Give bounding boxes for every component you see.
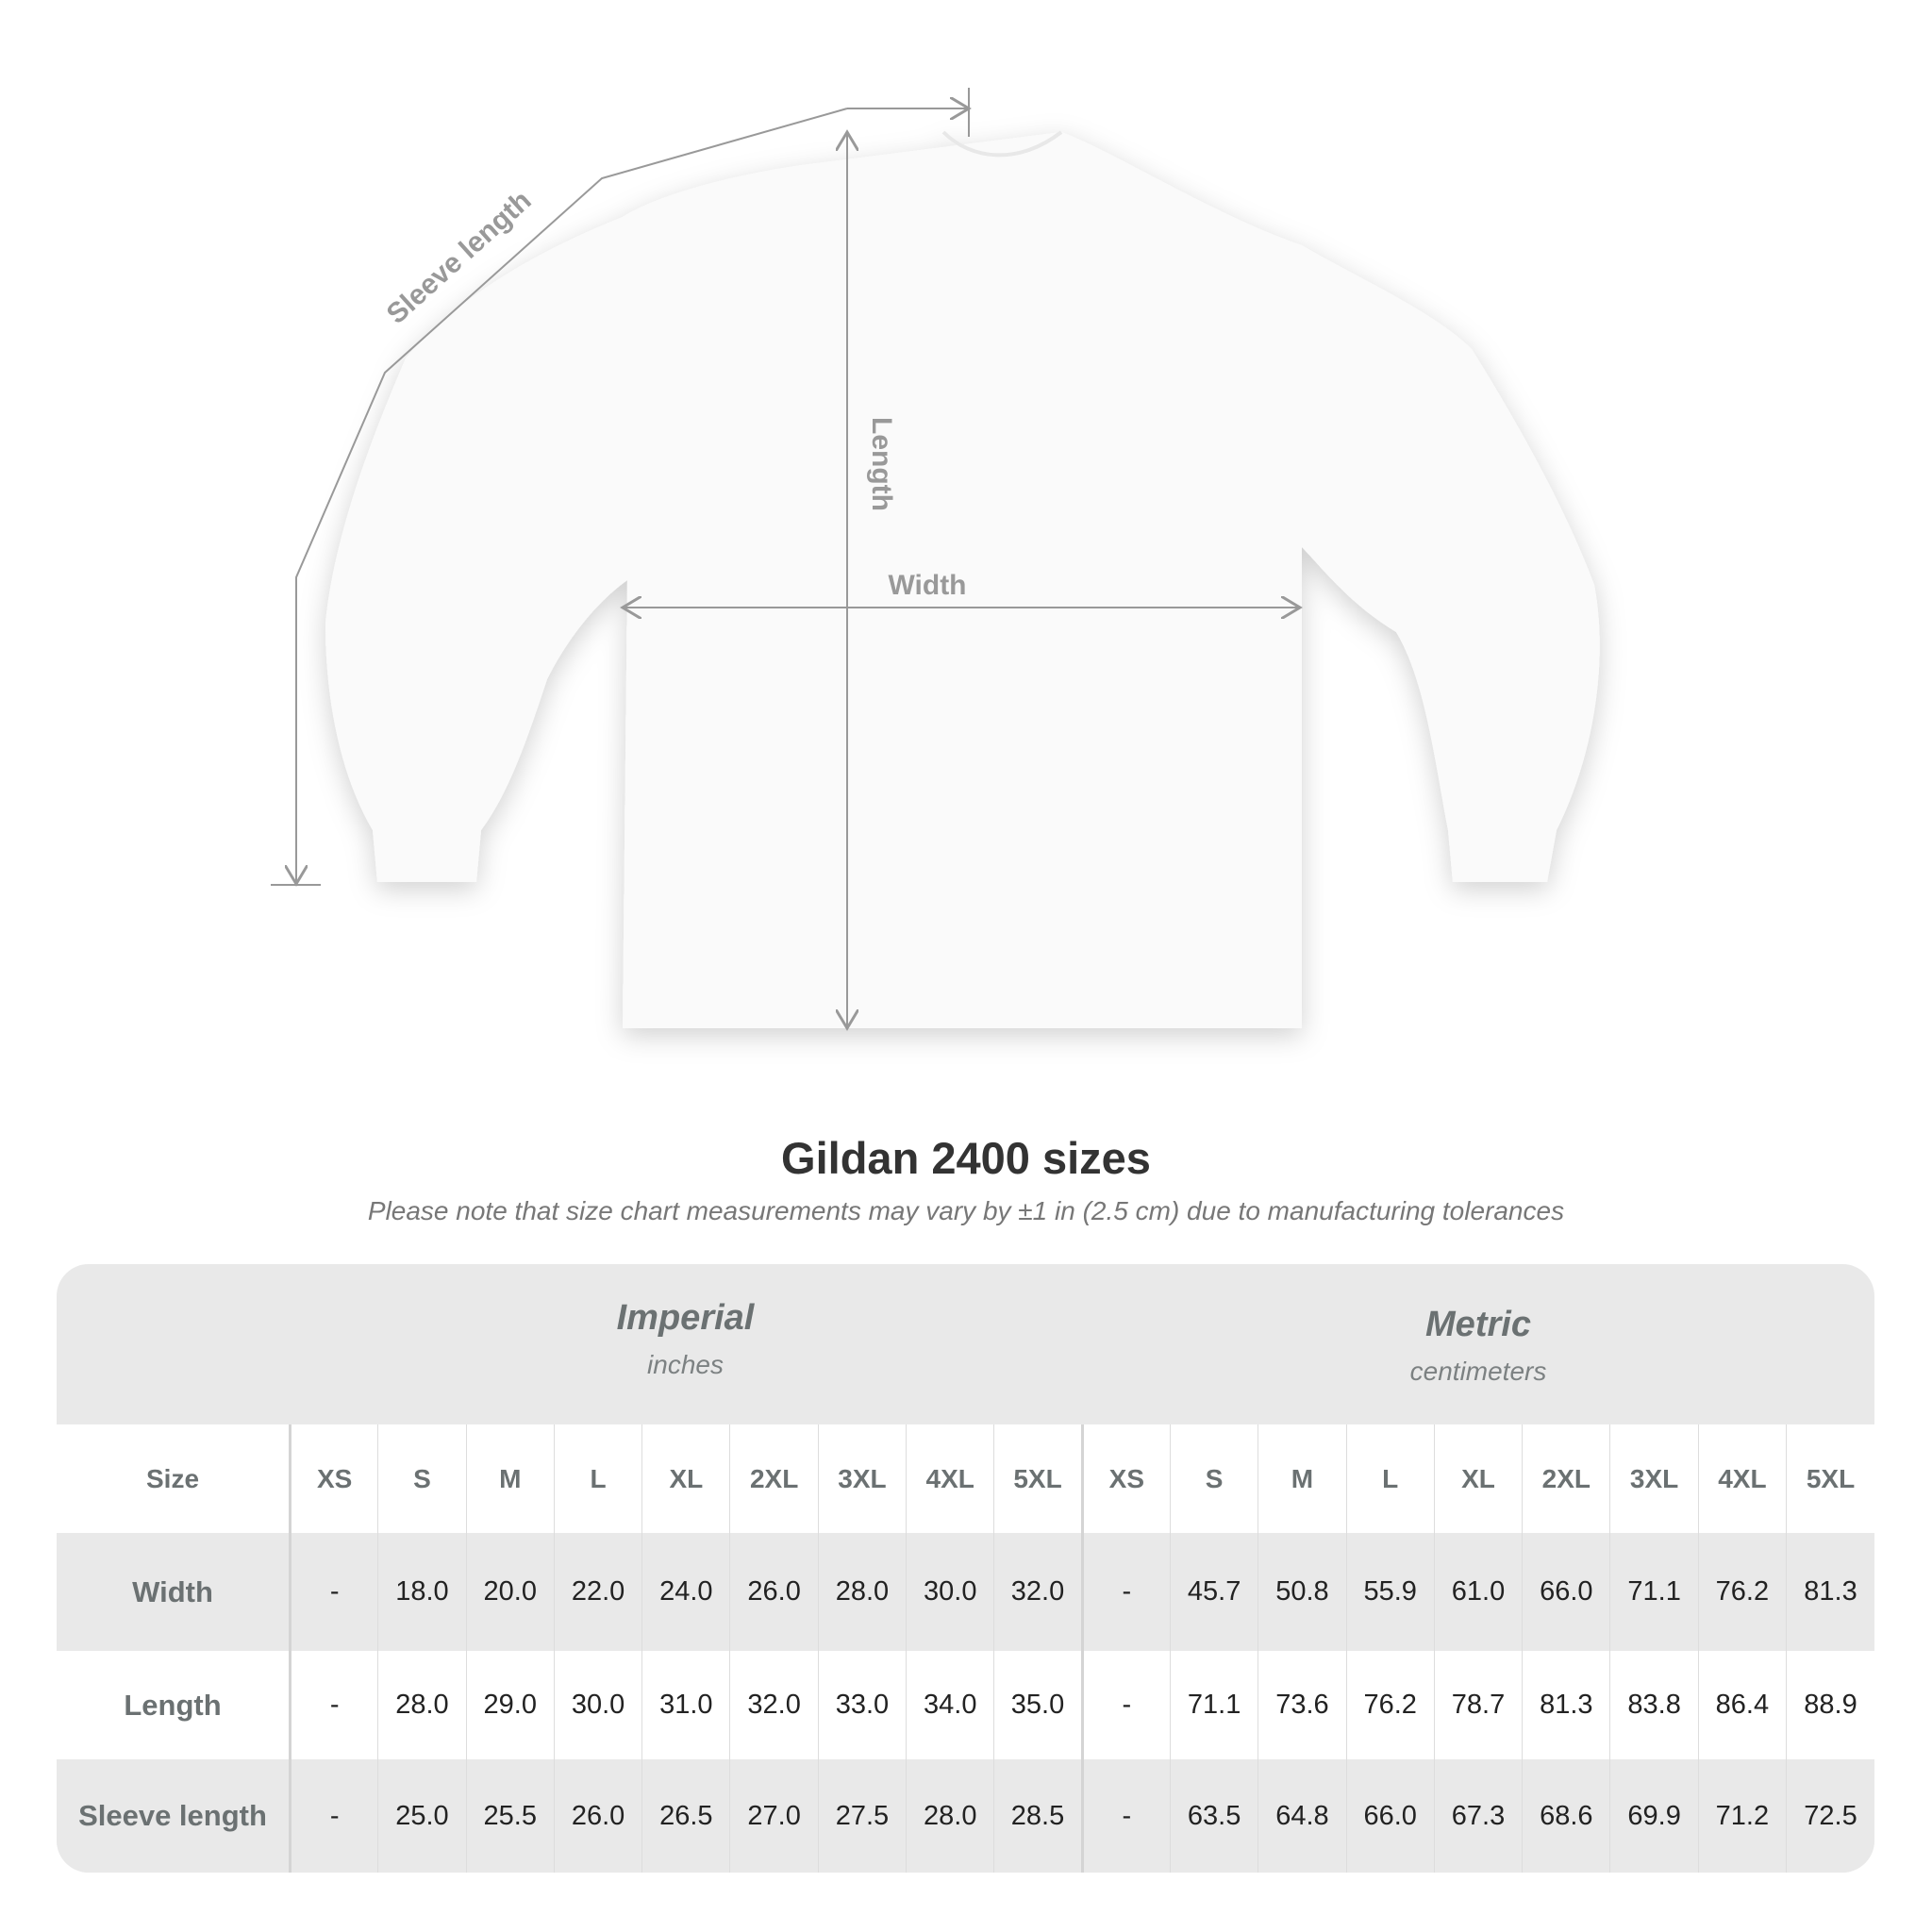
metric-cell: 69.9 [1609, 1759, 1699, 1873]
size-column-header: XL [641, 1424, 730, 1533]
imperial-cell: 27.0 [729, 1759, 819, 1873]
chart-title: Gildan 2400 sizes [781, 1133, 1151, 1183]
shirt-diagram: Sleeve length Length Width [271, 88, 1600, 1085]
size-column-header: L [1345, 1424, 1435, 1533]
row-label: Length [57, 1651, 291, 1759]
metric-cell: 63.5 [1169, 1759, 1258, 1873]
size-column-header: 4XL [906, 1424, 994, 1533]
size-column-header: 2XL [729, 1424, 819, 1533]
imperial-cell: 29.0 [465, 1651, 555, 1759]
metric-cell: 66.0 [1345, 1759, 1435, 1873]
metric-unit: centimeters [1409, 1357, 1547, 1386]
row-label: Sleeve length [57, 1759, 291, 1873]
size-column-header: S [377, 1424, 467, 1533]
metric-cell: 83.8 [1609, 1651, 1699, 1759]
metric-cell: 68.6 [1522, 1759, 1610, 1873]
table-row: Width -18.0 20.0 22.0 24.0 26.0 28.0 30.0 32.0-4… [57, 1533, 1874, 1651]
imperial-cell: 34.0 [906, 1651, 994, 1759]
size-column-header: 3XL [1609, 1424, 1699, 1533]
imperial-cell: 24.0 [641, 1533, 730, 1651]
size-column-header: 3XL [817, 1424, 907, 1533]
imperial-cell: 26.0 [553, 1759, 642, 1873]
metric-cell: 71.1 [1169, 1651, 1258, 1759]
imperial-cell: 18.0 [377, 1533, 467, 1651]
metric-cell: 50.8 [1257, 1533, 1347, 1651]
imperial-cell: 32.0 [729, 1651, 819, 1759]
metric-cell: 76.2 [1697, 1533, 1787, 1651]
imperial-header: Imperial inches [289, 1298, 1082, 1458]
row-label: Width [57, 1533, 291, 1651]
imperial-cell: - [289, 1651, 378, 1759]
imperial-cell: 25.0 [377, 1759, 467, 1873]
metric-cell: - [1080, 1759, 1171, 1873]
imperial-cell: 28.0 [377, 1651, 467, 1759]
size-column-header: 2XL [1522, 1424, 1610, 1533]
size-column-header: 4XL [1697, 1424, 1787, 1533]
size-column-header: L [553, 1424, 642, 1533]
size-column-header: XS [1080, 1424, 1171, 1533]
metric-cell: 64.8 [1257, 1759, 1347, 1873]
imperial-cell: 30.0 [906, 1533, 994, 1651]
metric-cell: 76.2 [1345, 1651, 1435, 1759]
imperial-cell: 32.0 [993, 1533, 1083, 1651]
size-column-header: 5XL [993, 1424, 1083, 1533]
measure-lines [271, 88, 1300, 1028]
imperial-cell: 33.0 [817, 1651, 907, 1759]
imperial-cell: 26.5 [641, 1759, 730, 1873]
imperial-cell: - [289, 1533, 378, 1651]
size-column-header: 5XL [1786, 1424, 1874, 1533]
imperial-label: Imperial [616, 1298, 755, 1338]
metric-cell: 88.9 [1786, 1651, 1874, 1759]
metric-cell: 86.4 [1697, 1651, 1787, 1759]
imperial-cell: 35.0 [993, 1651, 1083, 1759]
imperial-cell: 20.0 [465, 1533, 555, 1651]
imperial-cell: 28.0 [906, 1759, 994, 1873]
size-grid: Size XS S M L XL 2XL 3XL 4XL 5XL XS S M L XL 2XL 3XL 4XL 5… [57, 1424, 1874, 1873]
width-label: Width [888, 570, 966, 601]
metric-cell: 71.2 [1697, 1759, 1787, 1873]
metric-cell: 78.7 [1433, 1651, 1523, 1759]
metric-label: Metric [1425, 1305, 1531, 1344]
size-table: Imperial inches Metric centimeters Size X… [57, 1264, 1874, 1873]
imperial-unit: inches [647, 1350, 724, 1379]
metric-cell: 72.5 [1786, 1759, 1874, 1873]
metric-cell: 67.3 [1433, 1759, 1523, 1873]
metric-cell: 45.7 [1169, 1533, 1258, 1651]
size-column-header: XS [289, 1424, 378, 1533]
imperial-cell: - [289, 1759, 378, 1873]
imperial-cell: 27.5 [817, 1759, 907, 1873]
tolerance-note: Please note that size chart measurements… [367, 1196, 1565, 1225]
metric-cell: 81.3 [1786, 1533, 1874, 1651]
size-header-row: Size XS S M L XL 2XL 3XL 4XL 5XL XS S M L XL 2XL 3XL 4XL 5… [57, 1424, 1874, 1533]
imperial-cell: 30.0 [553, 1651, 642, 1759]
size-label: Size [57, 1424, 291, 1533]
metric-cell: 81.3 [1522, 1651, 1610, 1759]
imperial-cell: 28.0 [817, 1533, 907, 1651]
metric-cell: 73.6 [1257, 1651, 1347, 1759]
imperial-cell: 28.5 [993, 1759, 1083, 1873]
imperial-cell: 31.0 [641, 1651, 730, 1759]
imperial-cell: 22.0 [553, 1533, 642, 1651]
metric-header: Metric centimeters [1082, 1305, 1874, 1465]
metric-cell: 55.9 [1345, 1533, 1435, 1651]
metric-cell: - [1080, 1651, 1171, 1759]
size-column-header: XL [1433, 1424, 1523, 1533]
length-label: Length [866, 417, 897, 511]
imperial-cell: 26.0 [729, 1533, 819, 1651]
size-column-header: M [1257, 1424, 1347, 1533]
metric-cell: 71.1 [1609, 1533, 1699, 1651]
size-column-header: S [1169, 1424, 1258, 1533]
metric-cell: - [1080, 1533, 1171, 1651]
imperial-cell: 25.5 [465, 1759, 555, 1873]
metric-cell: 66.0 [1522, 1533, 1610, 1651]
size-column-header: M [465, 1424, 555, 1533]
metric-cell: 61.0 [1433, 1533, 1523, 1651]
table-row: Length -28.0 29.0 30.0 31.0 32.0 33.0 34.0 35.0-… [57, 1651, 1874, 1759]
shirt-shape [325, 130, 1600, 1028]
table-row: Sleeve length -25.0 25.5 26.0 26.5 27.0 27.5 28… [57, 1759, 1874, 1873]
